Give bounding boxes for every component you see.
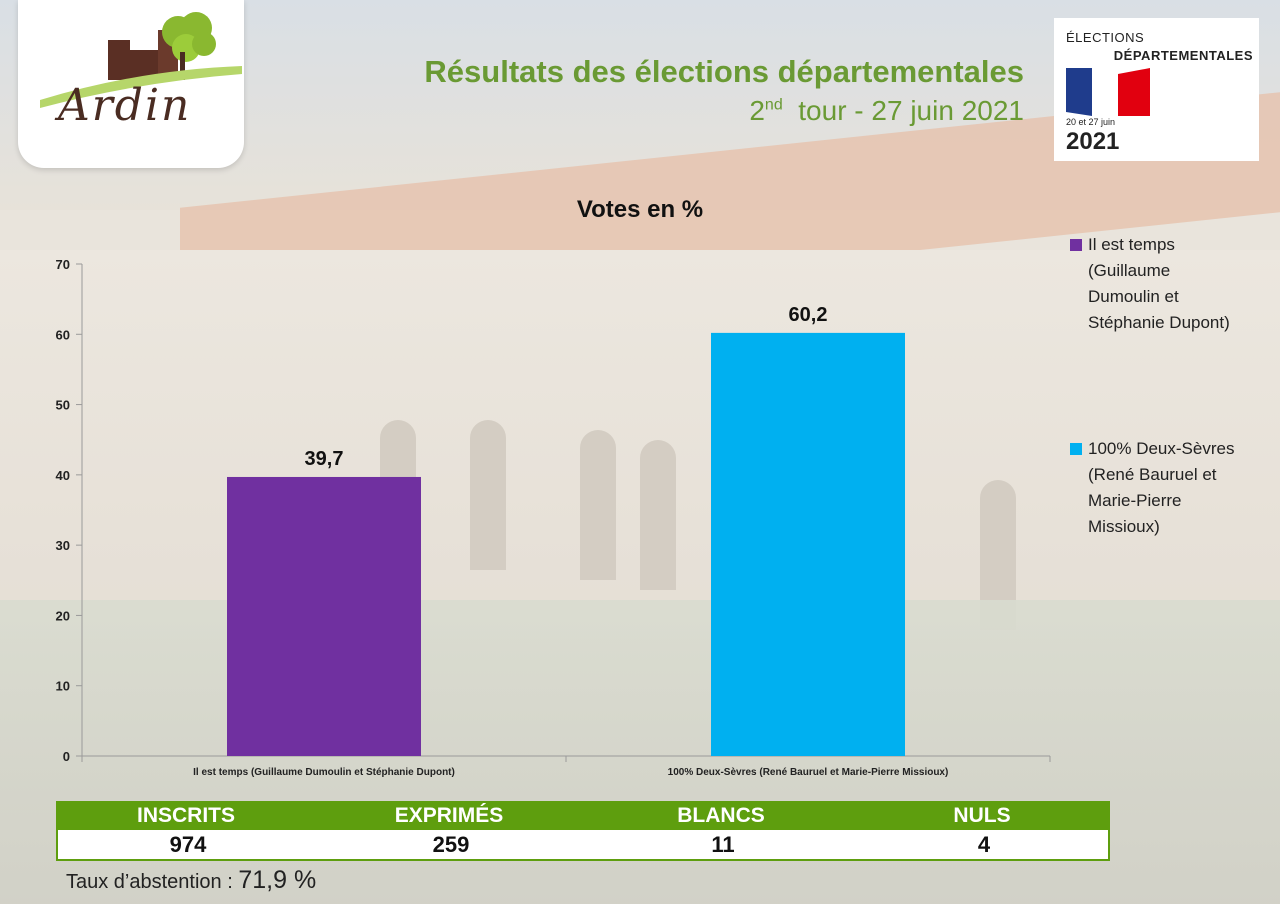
y-tick-label: 70 <box>56 257 70 272</box>
badge-year: 2021 <box>1066 128 1120 155</box>
y-tick-label: 40 <box>56 468 70 483</box>
data-label: 60,2 <box>789 304 828 326</box>
legend-line: Marie-Pierre <box>1070 488 1270 514</box>
legend-entry: Il est temps (Guillaume Dumoulin et Stéphan… <box>1070 232 1270 336</box>
stats-value-exprimes: 259 <box>432 832 470 857</box>
y-tick-label: 50 <box>56 398 70 413</box>
legend-line: 100% Deux-Sèvres <box>1070 436 1270 462</box>
stats-header-exprimes: EXPRIMÉS <box>394 804 504 827</box>
subtitle-ordinal: 2 <box>749 95 765 126</box>
x-tick-label: 100% Deux-Sèvres (René Bauruel et Marie-… <box>668 767 949 778</box>
stats-header-nuls: NULS <box>953 804 1011 827</box>
badge-line-2: DÉPARTEMENTALES <box>1113 48 1253 63</box>
stats-header-inscrits: INSCRITS <box>136 804 235 827</box>
y-tick-label: 10 <box>56 679 70 694</box>
election-badge: ÉLECTIONS DÉPARTEMENTALES 20 et 27 juin … <box>1054 18 1259 161</box>
logo-text: Ardin <box>58 80 192 131</box>
legend-text: 100% Deux-Sèvres <box>1088 439 1235 458</box>
page-title: Résultats des élections départementales <box>424 54 1024 89</box>
abstention-label: Taux d’abstention : <box>66 871 233 893</box>
x-tick-label: Il est temps (Guillaume Dumoulin et Stép… <box>193 767 455 778</box>
legend-text: Dumoulin et <box>1088 287 1179 306</box>
stats-header-row: INSCRITS EXPRIMÉS BLANCS NULS <box>56 801 1110 830</box>
french-flag-icon <box>1066 68 1150 116</box>
legend-text: Marie-Pierre <box>1088 491 1182 510</box>
background-arch <box>470 420 506 570</box>
legend-line: Stéphanie Dupont) <box>1070 310 1270 336</box>
y-tick-label: 20 <box>56 608 70 623</box>
stats-value-blancs: 11 <box>711 832 735 857</box>
logo-tree-icon <box>40 12 242 108</box>
stats-value-row: 974 259 11 4 <box>56 830 1110 861</box>
data-label: 39,7 <box>305 448 344 470</box>
subtitle-rest: tour - 27 juin 2021 <box>798 95 1024 126</box>
stats-value-inscrits: 974 <box>169 832 207 857</box>
legend-swatch <box>1070 239 1082 251</box>
y-tick-label: 0 <box>63 749 70 764</box>
ardin-logo: Ardin <box>18 0 244 168</box>
bar-chart: 0 10 20 30 40 50 60 70 39,7 Il est temps (Guillau… <box>56 257 1051 778</box>
legend-text: (René Bauruel et <box>1088 465 1217 484</box>
abstention-value: 71,9 % <box>238 866 317 894</box>
y-tick-label: 30 <box>56 538 70 553</box>
legend-line: Il est temps <box>1070 232 1270 258</box>
badge-dates: 20 et 27 juin <box>1066 117 1116 127</box>
background-arch <box>580 430 616 580</box>
bar <box>711 332 905 756</box>
stats-header-blancs: BLANCS <box>677 804 765 827</box>
legend-line: (Guillaume <box>1070 258 1270 284</box>
page-subtitle: 2nd tour - 27 juin 2021 <box>280 95 1024 127</box>
legend-text: Il est temps <box>1088 235 1175 254</box>
legend-entry: 100% Deux-Sèvres (René Bauruel et Marie-Pi… <box>1070 436 1270 540</box>
legend-text: (Guillaume <box>1088 261 1171 280</box>
bar <box>227 476 421 756</box>
legend-line: Missioux) <box>1070 514 1270 540</box>
legend-line: Dumoulin et <box>1070 284 1270 310</box>
stats-value-nuls: 4 <box>977 832 991 857</box>
legend-text: Missioux) <box>1088 517 1160 536</box>
chart-title: Votes en % <box>576 196 704 223</box>
abstention-rate: Taux d’abstention : 71,9 % <box>66 866 316 895</box>
subtitle-superscript: nd <box>764 96 783 114</box>
legend-text: Stéphanie Dupont) <box>1088 313 1230 332</box>
stats-table: INSCRITS EXPRIMÉS BLANCS NULS 974 259 11… <box>56 801 1110 861</box>
badge-line-1: ÉLECTIONS <box>1066 30 1145 45</box>
legend-line: (René Bauruel et <box>1070 462 1270 488</box>
legend-swatch <box>1070 443 1082 455</box>
y-tick-label: 60 <box>56 327 70 342</box>
background-arch <box>640 440 676 590</box>
